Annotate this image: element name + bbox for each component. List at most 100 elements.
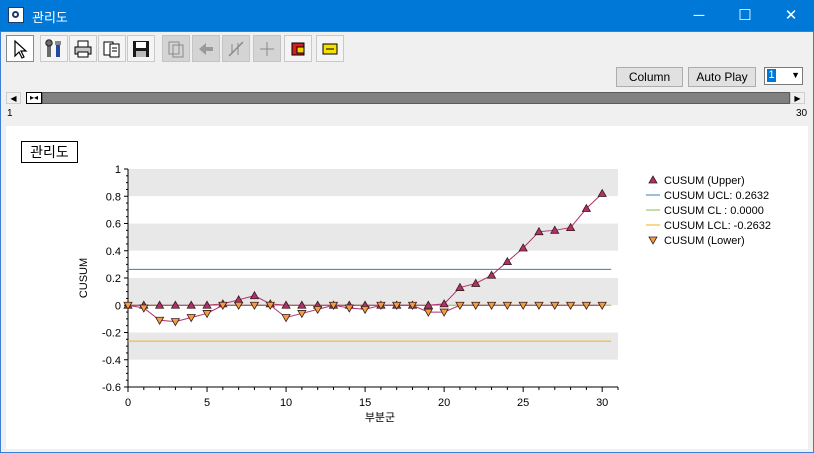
lower-marker [186, 314, 196, 323]
yellow-tag-tool-button[interactable] [316, 35, 344, 62]
save-tool-button[interactable] [127, 35, 155, 62]
y-tick-label: -0.4 [102, 355, 121, 367]
x-axis-label: 부분군 [365, 411, 395, 424]
range-track[interactable] [42, 92, 790, 104]
legend-marker [648, 236, 658, 245]
copy-chart-icon [168, 41, 184, 58]
legend-label: CUSUM (Lower) [664, 235, 745, 247]
save-icon [133, 41, 149, 57]
lower-marker [344, 304, 354, 313]
legend-label: CUSUM CL : 0.0000 [664, 205, 764, 217]
range-start-handle[interactable]: ▸◂ [26, 92, 42, 104]
chevron-down-icon: ▼ [791, 70, 800, 80]
scroll-right-button[interactable]: ▶ [790, 92, 805, 104]
y-tick-label: 0.2 [106, 273, 121, 285]
grid-band [128, 250, 618, 278]
upper-marker [550, 225, 560, 234]
crosshair-tool-button[interactable] [253, 35, 281, 62]
lower-marker [139, 304, 149, 313]
auto-play-button[interactable]: Auto Play [688, 67, 756, 87]
range-scrollbar[interactable]: ◀ ▸◂ ▶ [6, 92, 808, 104]
upper-marker [581, 203, 592, 212]
crosshair-icon [260, 42, 274, 56]
lower-marker [565, 301, 576, 311]
subgroup-select-value: 1 [767, 69, 776, 82]
settings-tool-button[interactable] [40, 35, 68, 62]
pointer-tool-button[interactable] [6, 35, 34, 62]
lower-marker [312, 305, 323, 315]
lower-marker [455, 301, 465, 311]
upper-marker [170, 300, 181, 309]
lower-marker [581, 301, 592, 311]
lower-marker [534, 301, 544, 311]
y-tick-label: 0.4 [106, 246, 121, 258]
range-end-label: 30 [796, 108, 808, 119]
lower-marker [123, 301, 133, 311]
lower-marker [297, 310, 307, 319]
window-title: 관리도 [32, 10, 68, 25]
close-button[interactable]: ✕ [784, 7, 798, 24]
scroll-left-button[interactable]: ◀ [6, 92, 21, 104]
lower-marker [202, 310, 212, 319]
lower-marker [597, 301, 607, 311]
scale-tool-button[interactable] [222, 35, 250, 62]
legend-marker [648, 175, 658, 184]
range-start-label: 1 [7, 108, 13, 119]
lower-marker [439, 308, 449, 317]
upper-marker [565, 222, 576, 231]
x-tick-label: 20 [438, 397, 450, 409]
upper-marker [423, 300, 434, 309]
move-icon [199, 43, 213, 55]
legend-label: CUSUM UCL: 0.2632 [664, 190, 769, 202]
move-tool-button[interactable] [192, 35, 220, 62]
upper-marker [455, 282, 465, 291]
copy-icon [103, 41, 120, 58]
lower-marker [376, 301, 386, 311]
y-tick-label: 0.6 [106, 219, 121, 231]
y-tick-label: -0.6 [102, 382, 121, 394]
upper-marker [518, 243, 528, 252]
upper-marker [249, 290, 260, 300]
grid-band [128, 359, 618, 387]
lower-marker [170, 318, 181, 327]
grid-band [128, 196, 618, 224]
x-tick-label: 30 [596, 397, 608, 409]
x-tick-label: 15 [359, 397, 371, 409]
upper-marker [534, 226, 544, 236]
lower-marker [328, 301, 339, 311]
x-tick-label: 25 [517, 397, 529, 409]
upper-marker [486, 270, 497, 279]
lower-marker [154, 316, 165, 326]
lower-marker [407, 301, 418, 311]
upper-marker [281, 300, 291, 309]
tools-icon [45, 39, 61, 57]
lower-marker [550, 301, 560, 311]
upper-marker [502, 256, 513, 266]
lower-marker [518, 301, 528, 311]
subgroup-select[interactable]: 1 ▼ [764, 67, 803, 85]
tag-yellow-icon [322, 43, 338, 55]
copy-chart-tool-button[interactable] [162, 35, 190, 62]
grid-band [128, 223, 618, 251]
tag-red-icon [291, 42, 305, 56]
minimize-button[interactable]: ─ [693, 7, 705, 24]
legend-label: CUSUM (Upper) [664, 175, 745, 187]
print-tool-button[interactable] [69, 35, 97, 62]
column-button[interactable]: Column [616, 67, 683, 87]
upper-marker [597, 188, 607, 197]
copy-tool-button[interactable] [98, 35, 126, 62]
grid-band [128, 332, 618, 360]
lower-marker [233, 301, 244, 311]
pointer-icon [14, 39, 28, 59]
y-axis-label: CUSUM [78, 258, 90, 298]
lower-marker [281, 314, 291, 323]
red-tag-tool-button[interactable] [284, 35, 312, 62]
y-tick-label: 1 [115, 164, 121, 176]
y-tick-label: 0.8 [106, 191, 121, 203]
upper-marker [154, 300, 165, 309]
lower-marker [502, 301, 513, 311]
x-tick-label: 0 [125, 397, 131, 409]
maximize-button[interactable]: ☐ [738, 7, 752, 24]
grid-band [128, 278, 618, 306]
lower-marker [423, 308, 434, 317]
